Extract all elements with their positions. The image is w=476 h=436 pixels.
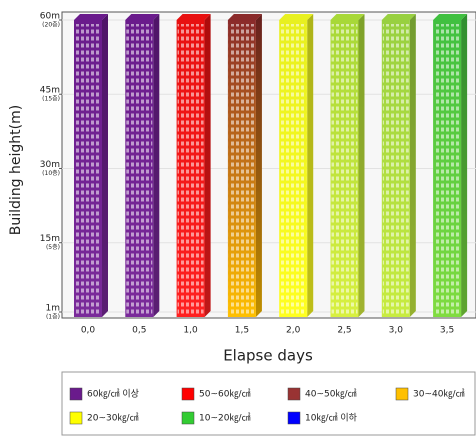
- x-tick-label: 2,5: [337, 326, 351, 336]
- building-windows: [178, 24, 204, 315]
- building-side-shade: [461, 14, 467, 317]
- building-top: [177, 14, 211, 20]
- x-tick-label: 3,5: [440, 326, 454, 336]
- x-tick-label: 2,0: [286, 326, 301, 336]
- y-tick-sublabel: (5층): [46, 243, 60, 251]
- legend-label: 40~50㎏/㎠: [305, 389, 356, 400]
- building-top: [279, 14, 313, 20]
- legend-swatch: [288, 388, 300, 400]
- building-top: [382, 14, 416, 20]
- building-side-shade: [410, 14, 416, 317]
- legend-label: 10㎏/㎠ 이하: [305, 413, 358, 424]
- building-windows: [229, 24, 255, 315]
- legend-label: 60㎏/㎠ 이상: [87, 389, 139, 400]
- legend-swatch: [70, 388, 82, 400]
- x-tick-label: 0,0: [81, 326, 96, 336]
- y-tick-sublabel: (1층): [46, 313, 60, 321]
- building-windows: [75, 24, 101, 315]
- y-tick-label: 15m: [40, 234, 60, 244]
- building-windows: [383, 24, 409, 315]
- legend-swatch: [182, 388, 194, 400]
- legend-label: 10~20㎏/㎠: [199, 413, 250, 424]
- building-side-shade: [205, 14, 211, 317]
- legend-label: 30~40㎏/㎠: [413, 389, 464, 400]
- x-axis-label: Elapse days: [223, 347, 313, 365]
- y-axis-label: Building height(m): [8, 105, 24, 235]
- building-side-shade: [359, 14, 365, 317]
- building-windows: [126, 24, 152, 315]
- building-side-shade: [102, 14, 108, 317]
- x-tick-label: 3,0: [389, 326, 404, 336]
- legend-label: 50~60㎏/㎠: [199, 389, 250, 400]
- y-tick-label: 1m: [46, 304, 61, 314]
- building-side-shade: [153, 14, 159, 317]
- building-top: [331, 14, 365, 20]
- y-tick-label: 60m: [40, 12, 60, 22]
- building-top: [433, 14, 467, 20]
- building-windows: [332, 24, 358, 315]
- x-tick-label: 1,5: [235, 326, 249, 336]
- chart: Building height(m) Elapse days 1m(1층) 15m…: [0, 0, 476, 436]
- building-windows: [280, 24, 306, 315]
- legend-swatch: [182, 412, 194, 424]
- y-tick-sublabel: (15층): [42, 95, 60, 103]
- y-tick-sublabel: (10층): [42, 169, 60, 177]
- building-side-shade: [256, 14, 262, 317]
- building-windows: [434, 24, 460, 315]
- building-side-shade: [307, 14, 313, 317]
- legend-swatch: [70, 412, 82, 424]
- y-tick-sublabel: (20층): [42, 21, 60, 29]
- legend-label: 20~30㎏/㎠: [87, 413, 138, 424]
- building-top: [125, 14, 159, 20]
- y-tick-label: 45m: [40, 86, 60, 96]
- legend-box: [62, 372, 475, 435]
- legend-swatch: [288, 412, 300, 424]
- y-tick-label: 30m: [40, 160, 60, 170]
- building-top: [228, 14, 262, 20]
- x-tick-label: 1,0: [183, 326, 198, 336]
- legend-swatch: [396, 388, 408, 400]
- x-tick-label: 0,5: [132, 326, 146, 336]
